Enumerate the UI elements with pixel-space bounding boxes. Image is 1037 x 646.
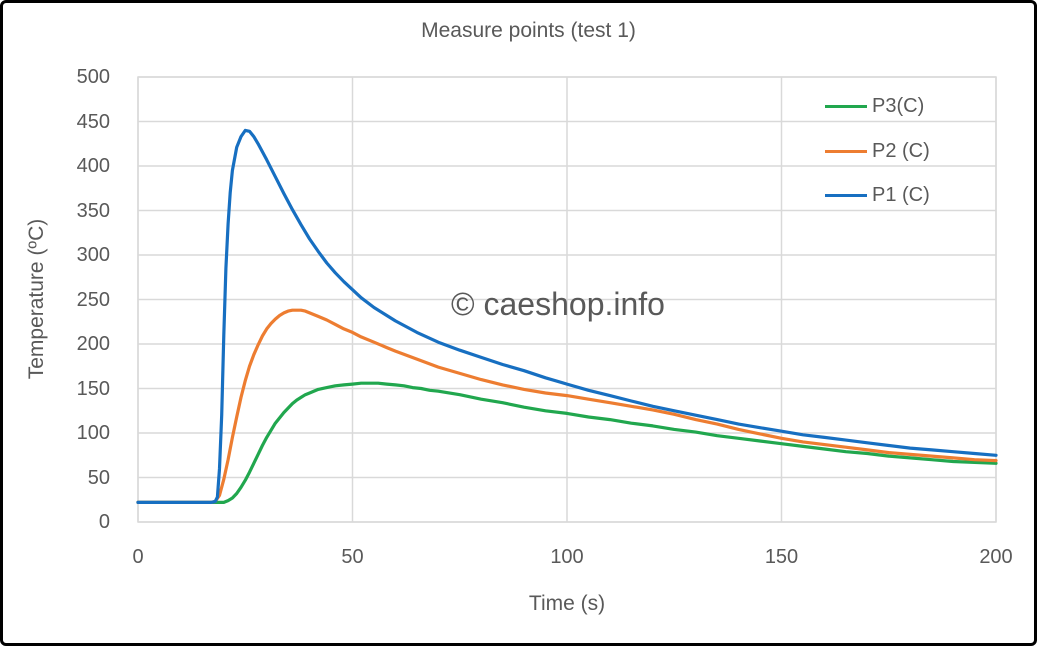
x-axis-title: Time (s) — [528, 592, 606, 615]
legend-label-p3: P3(C) — [872, 94, 925, 117]
legend-item-p2: P2 (C) — [825, 139, 930, 163]
x-tick-label: 0 — [132, 546, 144, 568]
y-tick-label: 250 — [76, 288, 110, 311]
legend-item-p1: P1 (C) — [825, 183, 930, 207]
y-tick-label: 300 — [76, 244, 110, 266]
y-tick-label: 100 — [76, 422, 110, 444]
p3-line-swatch — [825, 104, 867, 108]
x-tick-label: 150 — [764, 546, 799, 568]
legend-label-p1: P1 (C) — [872, 183, 930, 206]
watermark: © caeshop.info — [451, 286, 665, 322]
p2-line-swatch — [825, 149, 867, 153]
y-tick-label: 400 — [76, 155, 110, 177]
plot-area — [136, 76, 998, 523]
y-tick-label: 500 — [76, 66, 110, 88]
legend-label-p2: P2 (C) — [872, 139, 930, 162]
legend-item-p3: P3(C) — [825, 94, 924, 118]
y-tick-label: 450 — [76, 110, 110, 133]
p1-line-swatch — [825, 193, 867, 197]
y-tick-label: 200 — [76, 333, 110, 355]
y-tick-label: 150 — [76, 377, 110, 400]
chart-title: Measure points (test 1) — [421, 19, 636, 42]
y-tick-label: 0 — [98, 511, 110, 533]
y-tick-label: 350 — [76, 199, 110, 222]
x-tick-label: 50 — [341, 546, 364, 568]
x-tick-label: 200 — [979, 546, 1013, 568]
x-tick-label: 100 — [550, 546, 584, 568]
y-tick-label: 50 — [87, 466, 110, 489]
